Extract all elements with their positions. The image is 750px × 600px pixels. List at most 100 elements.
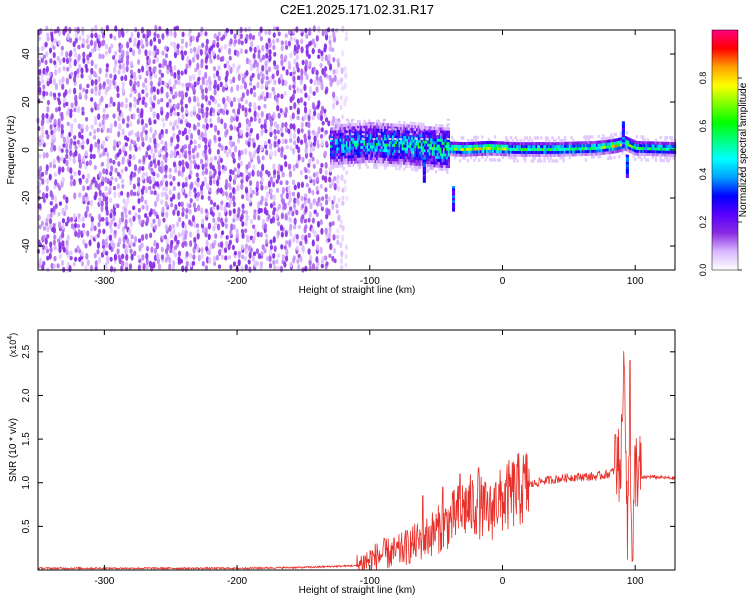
heatmap-cell — [339, 104, 343, 111]
heatmap-cell — [98, 171, 102, 178]
heatmap-cell — [339, 141, 342, 145]
heatmap-cell — [654, 155, 658, 160]
heatmap-cell — [352, 128, 355, 133]
heatmap-cell — [478, 158, 481, 162]
heatmap-cell — [295, 233, 299, 240]
heatmap-cell — [618, 143, 621, 147]
heatmap-cell — [333, 158, 336, 163]
heatmap-cell — [155, 181, 160, 188]
heatmap-cell — [427, 146, 430, 150]
heatmap-cell — [46, 133, 50, 140]
heatmap-cell — [626, 139, 629, 143]
heatmap-cell — [209, 58, 213, 64]
heatmap-cell — [189, 159, 193, 165]
heatmap-cell — [276, 129, 280, 135]
heatmap-cell — [522, 144, 525, 149]
heatmap-cell — [201, 93, 205, 101]
heatmap-cell — [581, 147, 584, 151]
heatmap-cell — [350, 146, 353, 150]
heatmap-cell — [484, 158, 487, 162]
heatmap-cell — [422, 140, 425, 144]
heatmap-cell — [244, 147, 248, 155]
heatmap-cell — [621, 126, 625, 130]
heatmap-cell — [549, 156, 552, 160]
heatmap-cell — [58, 166, 62, 173]
heatmap-cell — [449, 144, 452, 148]
heatmap-cell — [533, 156, 536, 160]
heatmap-cell — [279, 164, 284, 173]
heatmap-cell — [611, 138, 615, 143]
heatmap-cell — [168, 173, 172, 179]
heatmap-cell — [241, 203, 245, 210]
heatmap-cell — [49, 91, 53, 97]
heatmap-cell — [109, 165, 114, 173]
heatmap-cell — [108, 180, 113, 187]
heatmap-cell — [387, 149, 390, 153]
heatmap-cell — [463, 147, 466, 151]
heatmap-cell — [380, 140, 384, 144]
heatmap-cell — [77, 213, 81, 219]
colorbar-label: Normalized spectral amplitude — [738, 82, 749, 217]
heatmap-cell — [228, 239, 232, 246]
heatmap-cell — [86, 34, 90, 41]
heatmap-cell — [358, 125, 361, 129]
heatmap-cell — [215, 254, 219, 261]
heatmap-cell — [337, 129, 341, 134]
heatmap-cell — [78, 64, 82, 70]
heatmap-cell — [374, 136, 377, 141]
heatmap-cell — [77, 123, 81, 130]
heatmap-cell — [384, 151, 387, 156]
heatmap-cell — [497, 149, 500, 154]
heatmap-cell — [272, 181, 276, 188]
heatmap-cell — [607, 142, 610, 146]
heatmap-cell — [344, 140, 347, 145]
heatmap-cell — [48, 252, 52, 260]
heatmap-cell — [661, 141, 664, 145]
heatmap-cell — [321, 196, 325, 202]
heatmap-cell — [505, 135, 508, 140]
heatmap-cell — [605, 151, 608, 155]
heatmap-cell — [642, 141, 645, 145]
heatmap-cell — [196, 177, 200, 183]
heatmap-cell — [643, 155, 646, 159]
heatmap-cell — [616, 146, 619, 150]
heatmap-cell — [181, 165, 186, 173]
heatmap-cell — [474, 147, 478, 151]
heatmap-cell — [104, 72, 109, 79]
heatmap-cell — [180, 45, 184, 51]
heatmap-cell — [308, 139, 312, 145]
heatmap-cell — [347, 149, 350, 153]
heatmap-cell — [583, 147, 586, 151]
heatmap-cell — [554, 150, 557, 154]
heatmap-cell — [141, 82, 146, 88]
heatmap-cell — [315, 176, 320, 182]
heatmap-cell — [548, 150, 551, 154]
heatmap-cell — [406, 127, 409, 131]
heatmap-cell — [98, 67, 102, 75]
heatmap-cell — [212, 178, 216, 185]
heatmap-cell — [441, 156, 444, 160]
heatmap-cell — [258, 117, 262, 124]
heatmap-cell — [176, 210, 180, 217]
heatmap-cell — [315, 35, 319, 42]
heatmap-cell — [436, 126, 439, 131]
heatmap-cell — [395, 140, 398, 145]
heatmap-cell — [261, 64, 265, 72]
heatmap-cell — [415, 130, 419, 135]
heatmap-cell — [149, 96, 153, 103]
heatmap-cell — [654, 138, 658, 142]
heatmap-cell — [366, 128, 369, 132]
heatmap-cell — [567, 141, 570, 145]
heatmap-cell — [331, 144, 334, 148]
heatmap-cell — [484, 149, 487, 153]
heatmap-cell — [201, 181, 205, 187]
heatmap-cell — [61, 76, 65, 84]
heatmap-cell — [184, 176, 189, 182]
heatmap-cell — [527, 144, 530, 149]
heatmap-cell — [371, 130, 374, 135]
heatmap-cell — [165, 151, 169, 158]
heatmap-cell — [521, 147, 524, 152]
heatmap-cell — [216, 187, 221, 194]
heatmap-cell — [329, 136, 333, 140]
heatmap-cell — [371, 148, 374, 152]
